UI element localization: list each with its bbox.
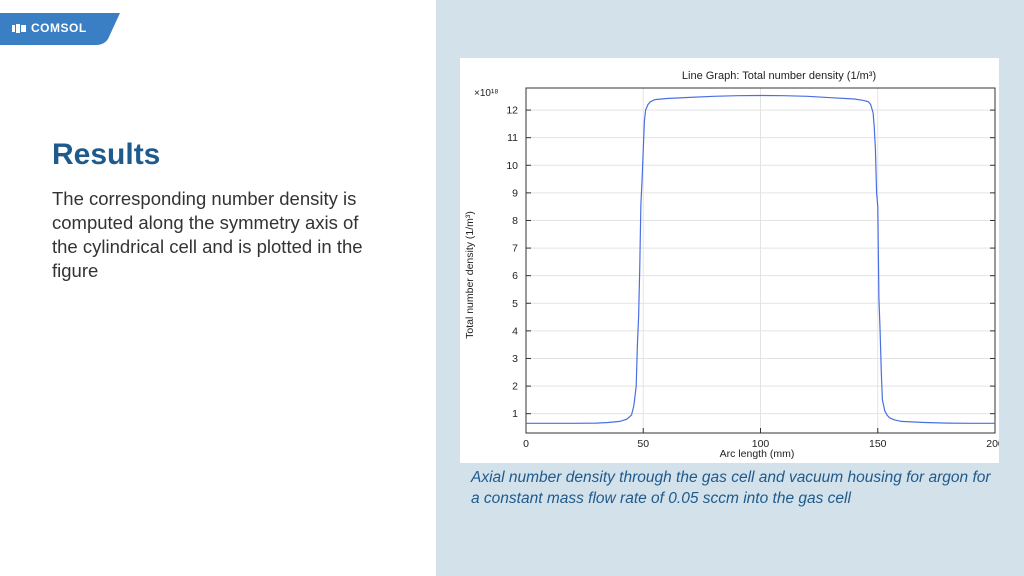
comsol-logo-tab (0, 13, 120, 45)
y-tick-label: 5 (512, 298, 518, 310)
y-tick-label: 3 (512, 353, 518, 365)
x-tick-label: 100 (752, 438, 770, 450)
x-tick-label: 50 (637, 438, 649, 450)
chart-title: Line Graph: Total number density (1/m³) (682, 70, 876, 82)
y-tick-label: 11 (507, 132, 518, 144)
y-tick-label: 12 (506, 105, 518, 117)
data-series-line (526, 94, 995, 424)
y-tick-label: 4 (512, 325, 518, 337)
grid-lines (525, 88, 996, 433)
y-axis-exponent: ×10¹⁸ (474, 88, 499, 99)
logo-text: COMSOL (31, 21, 87, 35)
line-chart: Line Graph: Total number density (1/m³) … (464, 70, 999, 460)
x-axis-label: Arc length (mm) (720, 448, 795, 460)
y-tick-label: 7 (512, 243, 518, 255)
slide-body-text: The corresponding number density is comp… (52, 188, 363, 281)
figure-caption: Axial number density through the gas cel… (471, 469, 991, 507)
plot-frame (525, 87, 996, 434)
figure-panel: Line Graph: Total number density (1/m³) … (460, 58, 999, 463)
slide-title: Results (52, 138, 161, 171)
y-tick-label: 1 (512, 408, 518, 420)
y-tick-label: 10 (506, 160, 518, 172)
y-tick-label: 2 (512, 381, 518, 393)
x-tick-label: 0 (523, 438, 529, 450)
y-tick-label: 9 (512, 187, 518, 199)
x-tick-label: 200 (986, 438, 999, 450)
left-panel: COMSOL Results The corresponding number … (0, 0, 436, 576)
x-tick-label: 150 (869, 438, 887, 450)
y-axis-label: Total number density (1/m³) (464, 211, 476, 339)
axis-ticks: 050100150200123456789101112 (506, 105, 999, 450)
y-tick-label: 6 (512, 270, 518, 282)
series-layer (526, 94, 995, 424)
y-tick-label: 8 (512, 215, 518, 227)
comsol-logo-icon (12, 24, 26, 33)
